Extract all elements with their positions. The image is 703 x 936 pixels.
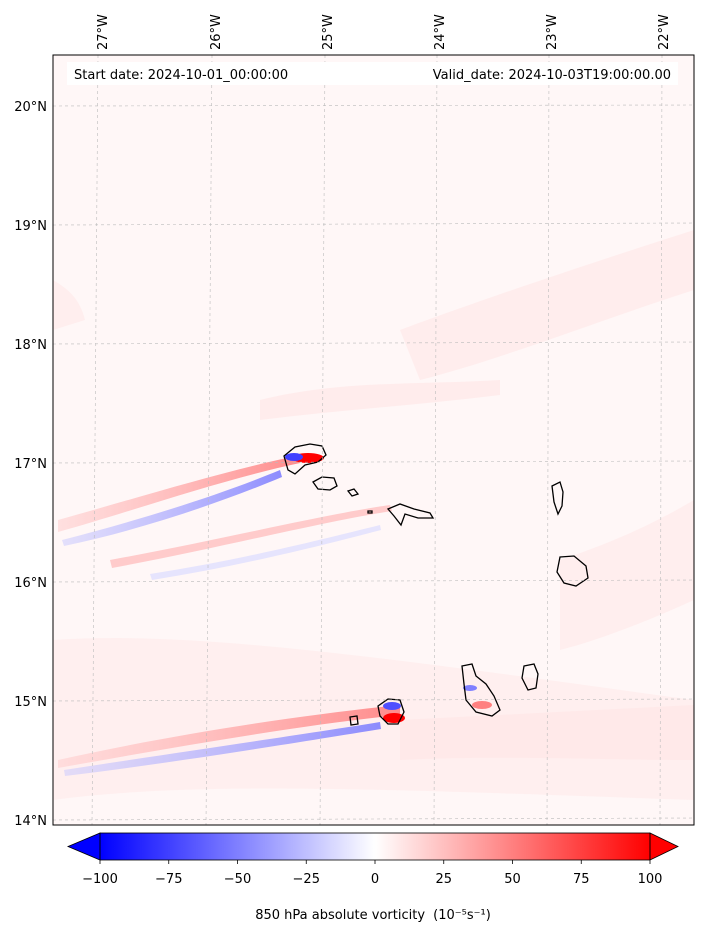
- colorbar-tick: 25: [435, 872, 452, 887]
- latitude-labels: 20°N 19°N 18°N 17°N 16°N 15°N 14°N: [14, 100, 47, 829]
- colorbar-tick: −75: [155, 872, 182, 887]
- vorticity-cores: [285, 453, 492, 723]
- colorbar-min-extend: [66, 832, 101, 861]
- islet: [367, 510, 373, 514]
- colorbar-tick: 100: [638, 872, 663, 887]
- lat-label: 19°N: [14, 219, 47, 234]
- colorbar-title-text: 850 hPa absolute vorticity: [255, 908, 425, 923]
- lon-label: 27°W: [96, 14, 111, 50]
- island-brava: [349, 715, 359, 726]
- colorbar-tick: 0: [371, 872, 379, 887]
- island-boa-vista: [556, 555, 589, 587]
- colorbar-tick: −100: [82, 872, 118, 887]
- colorbar-tick: 50: [504, 872, 521, 887]
- lat-label: 16°N: [14, 576, 47, 591]
- colorbar-units: (10⁻⁵s⁻¹): [433, 908, 491, 923]
- island-fogo: [377, 698, 405, 725]
- lon-label: 22°W: [657, 14, 672, 50]
- lat-label: 17°N: [14, 457, 47, 472]
- lon-label: 26°W: [209, 14, 224, 50]
- colorbar-tick: −50: [224, 872, 251, 887]
- lon-label: 23°W: [545, 14, 560, 50]
- island-santo-antao: [283, 443, 327, 475]
- header-box: [67, 62, 678, 85]
- lon-label: 24°W: [433, 14, 448, 50]
- lon-label: 25°W: [321, 14, 336, 50]
- lat-label: 18°N: [14, 338, 47, 353]
- gridlines: [53, 55, 694, 825]
- longitude-labels: 27°W 26°W 25°W 24°W 23°W 22°W: [96, 14, 672, 50]
- colorbar-tick: 75: [573, 872, 590, 887]
- colorbar-title: 850 hPa absolute vorticity (10⁻⁵s⁻¹): [255, 908, 491, 923]
- island-maio: [521, 663, 539, 691]
- island-sal: [551, 481, 564, 516]
- colorbar: −100 −75 −50 −25 0 25 50 75 100 850 hPa …: [66, 832, 679, 923]
- map-panel: Start date: 2024-10-01_00:00:00 Valid_da…: [52, 54, 695, 826]
- island-santiago: [461, 663, 501, 717]
- lat-label: 14°N: [14, 814, 47, 829]
- start-date-label: Start date: 2024-10-01_00:00:00: [74, 68, 288, 83]
- colorbar-tick: −25: [293, 872, 320, 887]
- island-santa-luzia: [346, 488, 360, 497]
- lat-label: 15°N: [14, 695, 47, 710]
- islands: [283, 443, 589, 726]
- colorbar-body: [100, 833, 650, 860]
- vorticity-streak-north: [58, 455, 300, 546]
- island-sao-nicolau: [386, 503, 435, 527]
- colorbar-max-extend: [649, 832, 679, 861]
- lat-label: 20°N: [14, 100, 47, 115]
- vorticity-streak-south: [58, 705, 400, 776]
- valid-date-label: Valid_date: 2024-10-03T19:00:00.00: [433, 68, 671, 83]
- vorticity-field: [53, 230, 694, 800]
